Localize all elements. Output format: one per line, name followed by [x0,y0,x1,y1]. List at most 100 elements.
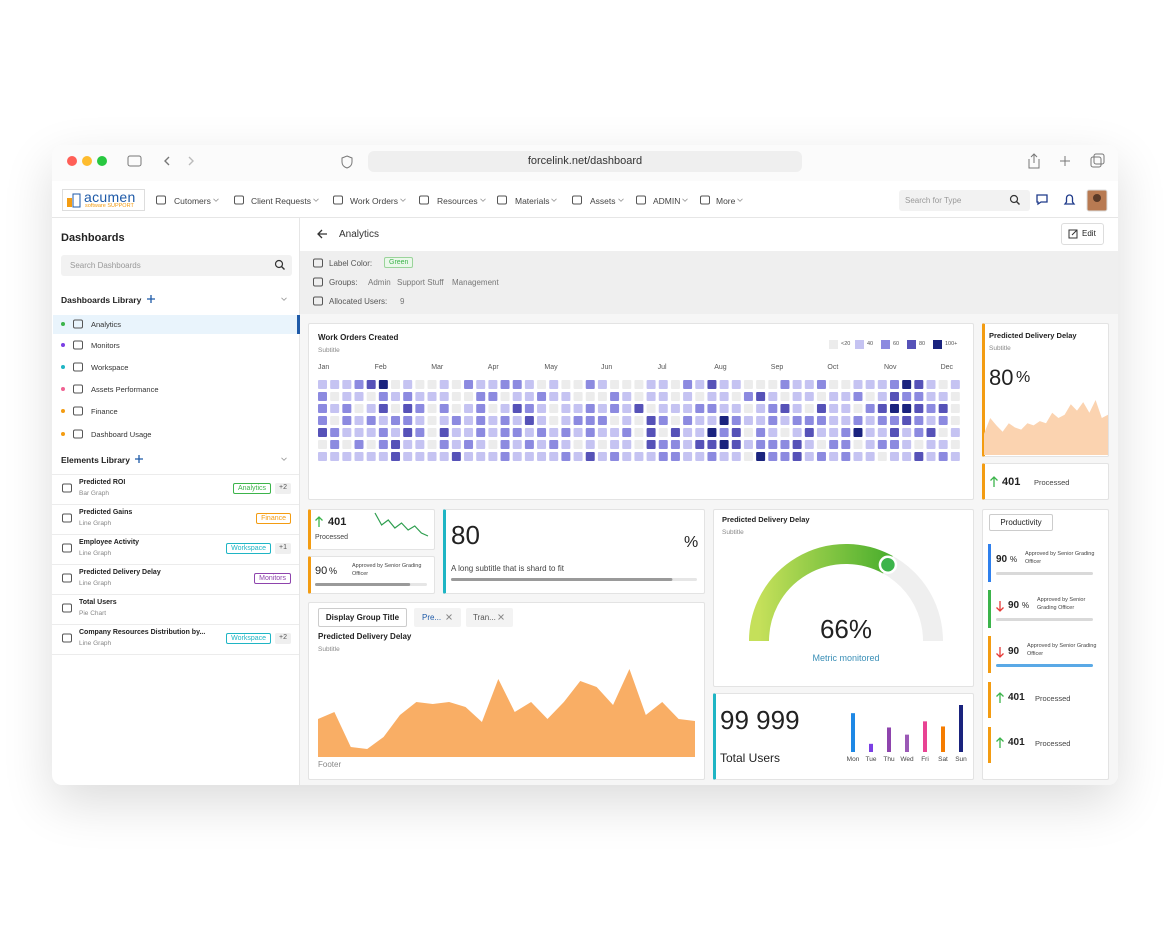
heatmap-cell [549,416,559,425]
heatmap-cell [804,452,814,461]
heatmap-cell [573,380,583,389]
heatmap-cell [938,380,948,389]
heatmap-cell [695,452,705,461]
heatmap-cell [415,404,425,413]
heatmap-cell [318,416,327,425]
gauge-value [749,544,893,642]
dashboard-dot [61,322,65,326]
heatmap-cell [561,428,571,437]
heatmap-cell [792,452,802,461]
heatmap-cell [464,392,474,401]
nav-menu-item[interactable]: Assets [590,196,616,206]
icon [73,362,83,372]
heatmap-cell [743,452,753,461]
item-accent [988,682,991,718]
dashboard-item[interactable]: Assets Performance [91,385,159,394]
heatmap-cell [865,380,875,389]
heatmap-cell [707,380,717,389]
nav-search[interactable] [899,190,1030,211]
element-name[interactable]: Predicted Delivery Delay [79,569,161,576]
heatmap-cell [500,392,510,401]
element-name[interactable]: Total Users [79,599,117,606]
heatmap-cell [743,428,753,437]
edit-button[interactable] [1061,223,1104,245]
trend-arrow [996,601,1004,612]
nav-menu-item[interactable]: Materials [515,196,550,206]
kpi-value: 99 999 [720,705,800,735]
heatmap-cell [816,416,826,425]
heatmap-cell [573,404,583,413]
element-name[interactable]: Predicted Gains [79,509,133,516]
heatmap-cell [415,416,425,425]
kpi-unit: % [1022,601,1030,610]
nav-menu-item[interactable]: Cutomers [174,196,211,206]
heatmap-cell [914,440,924,449]
kpi-card [308,509,435,550]
heatmap-cell [403,452,413,461]
nav-menu-item[interactable]: Client Requests [251,196,312,206]
new-tab-icon [1060,156,1070,166]
search-icon [274,259,284,269]
edit-icon [1068,229,1078,239]
heatmap-cell [658,380,668,389]
dashboard-item[interactable]: Finance [91,407,118,416]
nav-menu-item[interactable]: More [716,196,736,206]
element-type: Line Graph [79,550,112,557]
heatmap-cell [378,440,388,449]
heatmap-cell [561,452,571,461]
nav-menu-item[interactable]: Resources [437,196,478,206]
tab[interactable] [318,608,407,627]
nav-menu-item[interactable]: ADMIN [653,196,681,206]
heatmap-cell [816,428,826,437]
heatmap-cell [683,416,693,425]
element-name[interactable]: Employee Activity [79,539,140,546]
heatmap-cell [512,416,522,425]
heatmap-cell [646,416,656,425]
heatmap-cell [561,416,571,425]
tab[interactable] [466,608,513,627]
heatmap-cell [585,440,595,449]
active-row [53,315,299,334]
tab[interactable] [414,608,461,627]
dashboard-item[interactable]: Monitors [91,341,120,350]
kpi-label: Approved by Senior Grading Officer [1027,643,1097,657]
heatmap-cell [914,404,924,413]
heatmap-cell [743,380,753,389]
kpi-label: Approved by Senior Grading Officer [1025,551,1095,565]
heatmap-cell [768,392,778,401]
dashboard-item[interactable]: Dashboard Usage [91,430,152,439]
heatmap-cell [622,380,632,389]
sidebar-title: Dashboards [61,232,125,244]
productivity-button[interactable] [989,514,1053,531]
heatmap-cell [804,416,814,425]
heatmap-cell [902,428,912,437]
gauge-caption: Metric monitored [812,653,880,663]
heatmap-cell [427,440,437,449]
heatmap-cell [610,416,620,425]
heatmap-cell [354,404,364,413]
heatmap-cell [829,416,839,425]
heatmap-cell [342,416,352,425]
heatmap-cell [743,392,753,401]
heatmap-cell [877,392,887,401]
element-name[interactable]: Predicted ROI [79,479,126,486]
heatmap-cell [877,416,887,425]
nav-menu-item[interactable]: Work Orders [350,196,399,206]
separator [52,474,299,475]
legend-swatch [829,340,838,349]
sidebar-search[interactable] [61,255,292,276]
element-tags: Analytics +2 [233,483,291,494]
heatmap-cell [610,452,620,461]
heatmap-cell [938,428,948,437]
nav-search-placeholder: Search for Type [905,196,962,205]
heatmap-cell [318,452,327,461]
dashboard-item[interactable]: Workspace [91,363,129,372]
chevron [682,198,688,202]
heatmap-cell [464,416,474,425]
heatmap-cell [634,428,644,437]
element-name[interactable]: Company Resources Distribution by... [79,629,206,636]
heatmap-cell [950,380,960,389]
dashboard-item[interactable]: Analytics [91,320,122,329]
heatmap-cell [537,428,547,437]
tab-label: Tran... [473,613,496,622]
